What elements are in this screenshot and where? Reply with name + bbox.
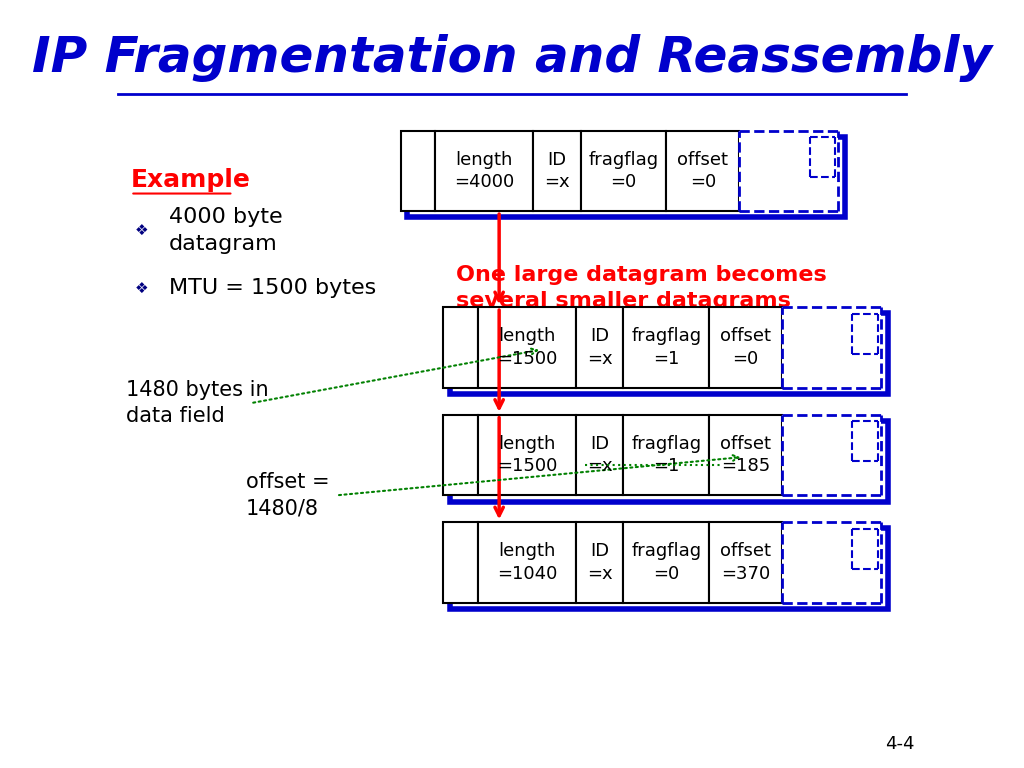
Text: Example: Example [130, 168, 250, 193]
Text: fragflag
=0: fragflag =0 [631, 542, 701, 583]
Text: 4000 byte
datagram: 4000 byte datagram [169, 207, 283, 253]
Text: ID
=x: ID =x [587, 327, 612, 368]
Bar [443, 307, 478, 388]
Bar [577, 307, 624, 388]
Text: length
=1500: length =1500 [497, 327, 557, 368]
Text: length
=1500: length =1500 [497, 435, 557, 475]
Text: ID
=x: ID =x [544, 151, 569, 191]
Text: fragflag
=1: fragflag =1 [631, 327, 701, 368]
Text: ❖: ❖ [135, 280, 148, 296]
Text: fragflag
=1: fragflag =1 [631, 435, 701, 475]
Text: ID
=x: ID =x [587, 435, 612, 475]
Text: IP Fragmentation and Reassembly: IP Fragmentation and Reassembly [32, 34, 992, 81]
Bar [451, 313, 888, 394]
Bar [451, 421, 888, 502]
Bar [782, 522, 881, 603]
Bar [451, 528, 888, 609]
Bar [782, 307, 881, 388]
Bar [577, 522, 624, 603]
Bar [624, 415, 710, 495]
Bar [577, 415, 624, 495]
Text: length
=4000: length =4000 [454, 151, 514, 191]
Bar [443, 415, 478, 495]
Text: ID
=x: ID =x [587, 542, 612, 583]
Bar [624, 522, 710, 603]
Bar [408, 137, 845, 217]
Text: 1480 bytes in
data field: 1480 bytes in data field [126, 380, 268, 426]
Bar [710, 415, 782, 495]
Bar [710, 522, 782, 603]
Text: ❖: ❖ [135, 223, 148, 238]
Text: offset
=370: offset =370 [720, 542, 771, 583]
Text: offset
=0: offset =0 [677, 151, 728, 191]
Text: One large datagram becomes
several smaller datagrams: One large datagram becomes several small… [457, 265, 827, 311]
Bar [624, 307, 710, 388]
Bar [400, 131, 435, 211]
Bar [534, 131, 581, 211]
Bar [478, 415, 577, 495]
Bar [443, 522, 478, 603]
Bar [710, 307, 782, 388]
Text: offset
=0: offset =0 [720, 327, 771, 368]
Bar [782, 415, 881, 495]
Bar [667, 131, 739, 211]
Text: fragflag
=0: fragflag =0 [589, 151, 658, 191]
Bar [478, 522, 577, 603]
Bar [739, 131, 838, 211]
Text: length
=1040: length =1040 [497, 542, 557, 583]
Text: offset =
1480/8: offset = 1480/8 [246, 472, 330, 518]
Text: offset
=185: offset =185 [720, 435, 771, 475]
Bar [581, 131, 667, 211]
Text: 4-4: 4-4 [886, 735, 915, 753]
Text: MTU = 1500 bytes: MTU = 1500 bytes [169, 278, 376, 298]
Bar [435, 131, 534, 211]
Bar [478, 307, 577, 388]
